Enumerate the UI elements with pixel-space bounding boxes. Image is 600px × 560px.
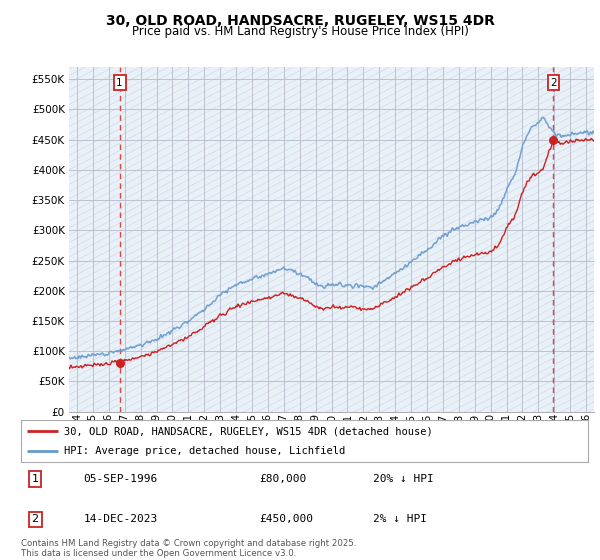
Text: 2: 2 [550,78,557,88]
Text: 05-SEP-1996: 05-SEP-1996 [83,474,158,484]
Text: 30, OLD ROAD, HANDSACRE, RUGELEY, WS15 4DR: 30, OLD ROAD, HANDSACRE, RUGELEY, WS15 4… [106,14,494,28]
Text: 1: 1 [116,78,123,88]
Text: 2: 2 [32,515,39,524]
Text: 1: 1 [32,474,38,484]
Text: 30, OLD ROAD, HANDSACRE, RUGELEY, WS15 4DR (detached house): 30, OLD ROAD, HANDSACRE, RUGELEY, WS15 4… [64,426,432,436]
Text: £450,000: £450,000 [259,515,313,524]
Text: Price paid vs. HM Land Registry's House Price Index (HPI): Price paid vs. HM Land Registry's House … [131,25,469,38]
Text: Contains HM Land Registry data © Crown copyright and database right 2025.
This d: Contains HM Land Registry data © Crown c… [21,539,356,558]
Text: 20% ↓ HPI: 20% ↓ HPI [373,474,433,484]
Text: 2% ↓ HPI: 2% ↓ HPI [373,515,427,524]
Text: £80,000: £80,000 [259,474,307,484]
Text: 14-DEC-2023: 14-DEC-2023 [83,515,158,524]
Text: HPI: Average price, detached house, Lichfield: HPI: Average price, detached house, Lich… [64,446,345,456]
